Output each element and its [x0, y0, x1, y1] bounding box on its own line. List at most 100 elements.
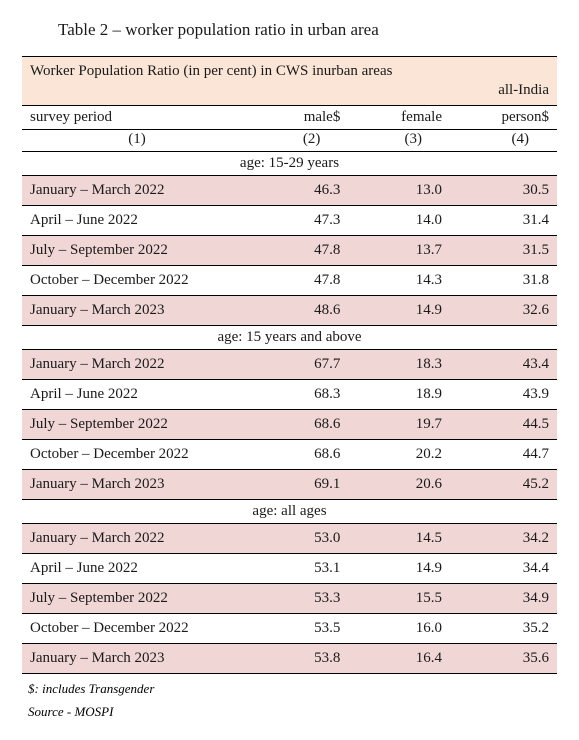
- banner-text-1: Worker Population Ratio (in per cent) in…: [22, 57, 557, 83]
- cell-male: 53.8: [252, 644, 348, 674]
- banner-row-1: Worker Population Ratio (in per cent) in…: [22, 57, 557, 83]
- cell-period: January – March 2022: [22, 350, 252, 380]
- header-row: survey period male$ female person$: [22, 106, 557, 130]
- table-row: January – March 202267.718.343.4: [22, 350, 557, 380]
- cell-female: 14.0: [348, 206, 450, 236]
- cell-female: 13.7: [348, 236, 450, 266]
- banner-text-2: all-India: [22, 82, 557, 106]
- table-row: January – March 202246.313.030.5: [22, 176, 557, 206]
- cell-male: 68.6: [252, 440, 348, 470]
- cell-period: January – March 2022: [22, 524, 252, 554]
- cell-male: 68.3: [252, 380, 348, 410]
- cell-person: 44.7: [450, 440, 557, 470]
- cell-person: 34.9: [450, 584, 557, 614]
- section-label: age: 15-29 years: [22, 152, 557, 176]
- table-row: July – September 202268.619.744.5: [22, 410, 557, 440]
- cell-female: 14.9: [348, 296, 450, 326]
- cell-period: April – June 2022: [22, 380, 252, 410]
- footnote-transgender: $: includes Transgender: [28, 681, 557, 697]
- cell-male: 47.3: [252, 206, 348, 236]
- cell-period: January – March 2023: [22, 644, 252, 674]
- table-title: Table 2 – worker population ratio in urb…: [58, 20, 557, 40]
- cell-person: 31.5: [450, 236, 557, 266]
- colnum-2: (2): [252, 130, 348, 152]
- cell-female: 14.5: [348, 524, 450, 554]
- cell-period: January – March 2023: [22, 470, 252, 500]
- cell-male: 67.7: [252, 350, 348, 380]
- table-row: July – September 202247.813.731.5: [22, 236, 557, 266]
- cell-female: 20.6: [348, 470, 450, 500]
- section-header: age: 15 years and above: [22, 326, 557, 350]
- cell-period: January – March 2022: [22, 176, 252, 206]
- data-table: Worker Population Ratio (in per cent) in…: [22, 56, 557, 674]
- cell-period: October – December 2022: [22, 614, 252, 644]
- cell-period: January – March 2023: [22, 296, 252, 326]
- cell-person: 44.5: [450, 410, 557, 440]
- cell-female: 19.7: [348, 410, 450, 440]
- table-row: January – March 202369.120.645.2: [22, 470, 557, 500]
- cell-female: 15.5: [348, 584, 450, 614]
- cell-period: April – June 2022: [22, 554, 252, 584]
- cell-person: 34.4: [450, 554, 557, 584]
- cell-person: 35.2: [450, 614, 557, 644]
- cell-male: 48.6: [252, 296, 348, 326]
- cell-female: 13.0: [348, 176, 450, 206]
- cell-male: 46.3: [252, 176, 348, 206]
- column-number-row: (1) (2) (3) (4): [22, 130, 557, 152]
- cell-female: 14.9: [348, 554, 450, 584]
- cell-period: July – September 2022: [22, 410, 252, 440]
- cell-person: 32.6: [450, 296, 557, 326]
- colnum-4: (4): [450, 130, 557, 152]
- cell-person: 43.9: [450, 380, 557, 410]
- table-row: July – September 202253.315.534.9: [22, 584, 557, 614]
- table-row: October – December 202247.814.331.8: [22, 266, 557, 296]
- banner-row-2: all-India: [22, 82, 557, 106]
- cell-male: 69.1: [252, 470, 348, 500]
- cell-period: October – December 2022: [22, 266, 252, 296]
- footnote-source: Source - MOSPI: [28, 704, 557, 720]
- cell-male: 53.3: [252, 584, 348, 614]
- section-label: age: all ages: [22, 500, 557, 524]
- table-row: October – December 202268.620.244.7: [22, 440, 557, 470]
- col-header-female: female: [348, 106, 450, 130]
- cell-female: 16.4: [348, 644, 450, 674]
- cell-period: July – September 2022: [22, 584, 252, 614]
- section-header: age: 15-29 years: [22, 152, 557, 176]
- col-header-period: survey period: [22, 106, 252, 130]
- cell-period: April – June 2022: [22, 206, 252, 236]
- cell-person: 31.8: [450, 266, 557, 296]
- colnum-3: (3): [348, 130, 450, 152]
- page-container: Table 2 – worker population ratio in urb…: [0, 0, 579, 740]
- cell-person: 43.4: [450, 350, 557, 380]
- col-header-person: person$: [450, 106, 557, 130]
- cell-male: 53.0: [252, 524, 348, 554]
- colnum-1: (1): [22, 130, 252, 152]
- cell-person: 34.2: [450, 524, 557, 554]
- cell-female: 20.2: [348, 440, 450, 470]
- cell-male: 47.8: [252, 266, 348, 296]
- col-header-male: male$: [252, 106, 348, 130]
- table-row: January – March 202353.816.435.6: [22, 644, 557, 674]
- cell-female: 14.3: [348, 266, 450, 296]
- section-header: age: all ages: [22, 500, 557, 524]
- cell-female: 18.3: [348, 350, 450, 380]
- table-row: October – December 202253.516.035.2: [22, 614, 557, 644]
- cell-male: 47.8: [252, 236, 348, 266]
- cell-male: 68.6: [252, 410, 348, 440]
- cell-period: October – December 2022: [22, 440, 252, 470]
- cell-person: 30.5: [450, 176, 557, 206]
- cell-person: 45.2: [450, 470, 557, 500]
- cell-person: 35.6: [450, 644, 557, 674]
- cell-female: 16.0: [348, 614, 450, 644]
- table-row: January – March 202253.014.534.2: [22, 524, 557, 554]
- table-row: April – June 202253.114.934.4: [22, 554, 557, 584]
- cell-person: 31.4: [450, 206, 557, 236]
- table-row: April – June 202247.314.031.4: [22, 206, 557, 236]
- section-label: age: 15 years and above: [22, 326, 557, 350]
- table-row: January – March 202348.614.932.6: [22, 296, 557, 326]
- cell-male: 53.1: [252, 554, 348, 584]
- table-row: April – June 202268.318.943.9: [22, 380, 557, 410]
- cell-male: 53.5: [252, 614, 348, 644]
- cell-female: 18.9: [348, 380, 450, 410]
- cell-period: July – September 2022: [22, 236, 252, 266]
